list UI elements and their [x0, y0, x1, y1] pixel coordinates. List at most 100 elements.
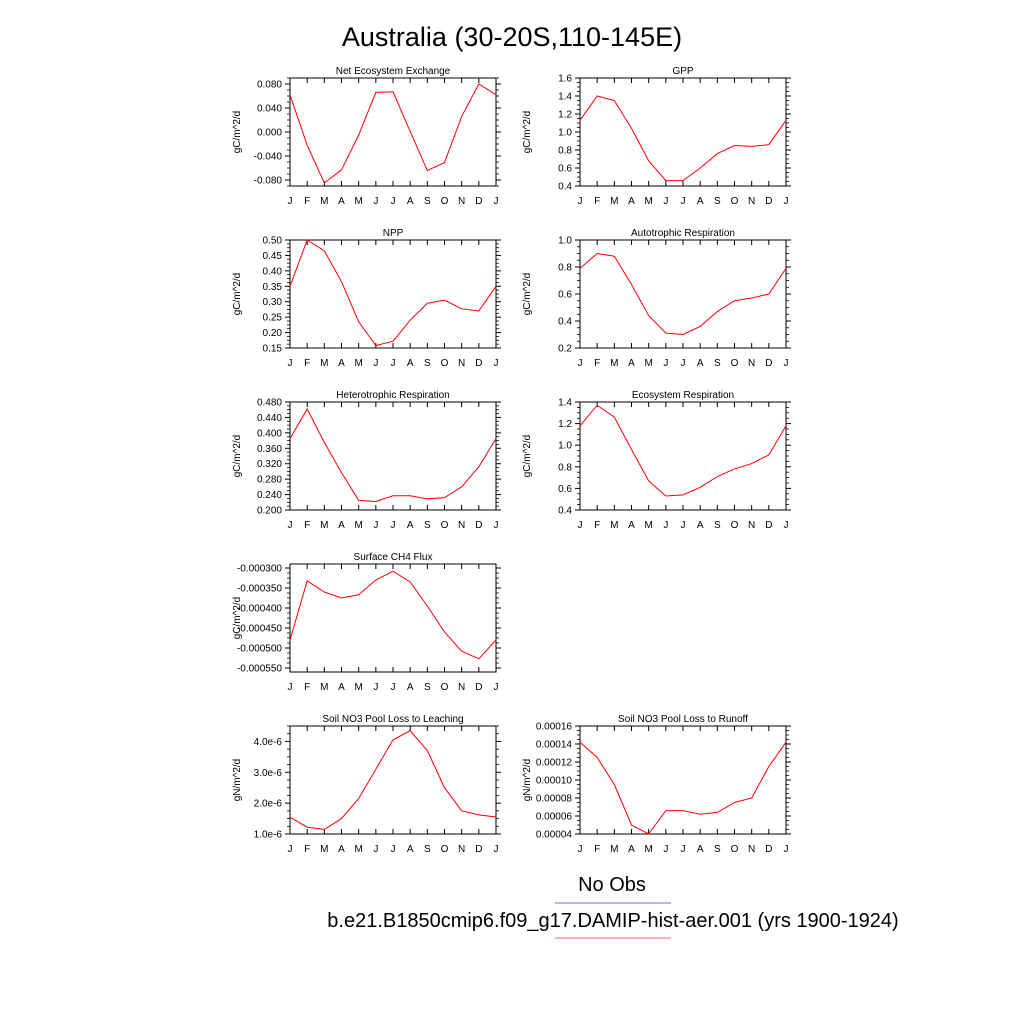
x-tick-label: A: [407, 358, 414, 369]
y-tick-label: 0.4: [558, 182, 572, 193]
x-tick-label: A: [628, 520, 635, 531]
y-tick-label: 0.35: [263, 282, 283, 293]
y-tick-label: 0.280: [257, 475, 282, 486]
x-tick-label: J: [494, 844, 499, 855]
plot-frame: [579, 401, 787, 511]
y-tick-label: 0.6: [558, 484, 572, 495]
x-tick-label: J: [784, 520, 789, 531]
x-tick-label: S: [424, 844, 431, 855]
x-tick-label: O: [441, 520, 449, 531]
x-tick-label: J: [578, 844, 583, 855]
x-tick-label: N: [458, 844, 465, 855]
y-tick-label: 0.440: [257, 413, 282, 424]
y-tick-label: -0.000450: [237, 624, 282, 635]
x-tick-label: S: [424, 196, 431, 207]
y-tick-label: 0.360: [257, 444, 282, 455]
y-tick-label: 0.320: [257, 459, 282, 470]
chart-title: Soil NO3 Pool Loss to Leaching: [322, 714, 463, 725]
x-tick-label: J: [784, 844, 789, 855]
x-tick-label: J: [288, 844, 293, 855]
chart-title: Ecosystem Respiration: [632, 390, 734, 401]
legend-obs-label: No Obs: [578, 874, 646, 896]
y-tick-label: 1.6: [558, 74, 572, 85]
x-tick-label: O: [731, 358, 739, 369]
y-tick-label: -0.080: [254, 176, 283, 187]
x-tick-label: F: [594, 358, 600, 369]
y-tick-label: 1.0e-6: [254, 830, 283, 841]
x-tick-label: M: [320, 358, 328, 369]
legend-case-label: b.e21.B1850cmip6.f09_g17.DAMIP-hist-aer.…: [327, 910, 898, 932]
y-tick-label: 0.25: [263, 313, 283, 324]
x-tick-label: N: [748, 358, 755, 369]
plot-frame: [289, 563, 497, 673]
x-tick-label: A: [628, 196, 635, 207]
x-tick-label: M: [354, 520, 362, 531]
x-tick-label: N: [458, 682, 465, 693]
y-tick-label: 0.2: [558, 344, 572, 355]
x-tick-label: D: [475, 358, 482, 369]
y-axis-label: gN/m^2/d: [522, 759, 533, 802]
y-tick-label: 0.00012: [536, 758, 573, 769]
y-axis-label: gC/m^2/d: [522, 435, 533, 478]
x-tick-label: A: [697, 520, 704, 531]
y-tick-label: 2.0e-6: [254, 799, 283, 810]
x-tick-label: J: [391, 844, 396, 855]
x-tick-label: A: [407, 844, 414, 855]
x-tick-label: S: [424, 682, 431, 693]
y-tick-label: -0.000400: [237, 604, 282, 615]
x-tick-label: F: [304, 196, 310, 207]
x-tick-label: D: [765, 844, 772, 855]
x-tick-label: J: [391, 520, 396, 531]
y-tick-label: 0.8: [558, 462, 572, 473]
series-line: [289, 729, 497, 830]
x-tick-label: J: [681, 196, 686, 207]
x-tick-label: N: [458, 520, 465, 531]
x-tick-label: J: [373, 358, 378, 369]
y-tick-label: -0.000500: [237, 644, 282, 655]
x-tick-label: J: [391, 196, 396, 207]
x-tick-label: J: [494, 682, 499, 693]
x-tick-label: A: [407, 682, 414, 693]
x-tick-label: A: [338, 682, 345, 693]
x-tick-label: D: [765, 358, 772, 369]
x-tick-label: D: [475, 844, 482, 855]
x-tick-label: J: [784, 358, 789, 369]
chart-title: GPP: [672, 66, 693, 77]
y-tick-label: 0.8: [558, 146, 572, 157]
series-line: [579, 95, 787, 182]
y-tick-label: 0.00010: [536, 776, 573, 787]
y-tick-label: 1.2: [558, 419, 572, 430]
x-tick-label: M: [320, 196, 328, 207]
x-tick-label: F: [304, 520, 310, 531]
x-tick-label: M: [610, 844, 618, 855]
x-tick-label: M: [354, 196, 362, 207]
x-tick-label: M: [354, 844, 362, 855]
y-tick-label: 0.00008: [536, 794, 573, 805]
x-tick-label: M: [354, 358, 362, 369]
y-tick-label: 0.8: [558, 263, 572, 274]
y-tick-label: 0.00014: [536, 740, 573, 751]
y-axis-label: gC/m^2/d: [232, 435, 243, 478]
x-tick-label: A: [628, 844, 635, 855]
x-tick-label: J: [681, 844, 686, 855]
x-tick-label: J: [681, 520, 686, 531]
x-tick-label: S: [424, 358, 431, 369]
x-tick-label: O: [441, 196, 449, 207]
x-tick-label: S: [714, 358, 721, 369]
y-tick-label: 0.200: [257, 506, 282, 517]
x-tick-label: J: [373, 196, 378, 207]
plot-frame: [289, 401, 497, 511]
x-tick-label: M: [610, 520, 618, 531]
x-tick-label: D: [765, 520, 772, 531]
x-tick-label: F: [304, 844, 310, 855]
x-tick-label: J: [663, 520, 668, 531]
